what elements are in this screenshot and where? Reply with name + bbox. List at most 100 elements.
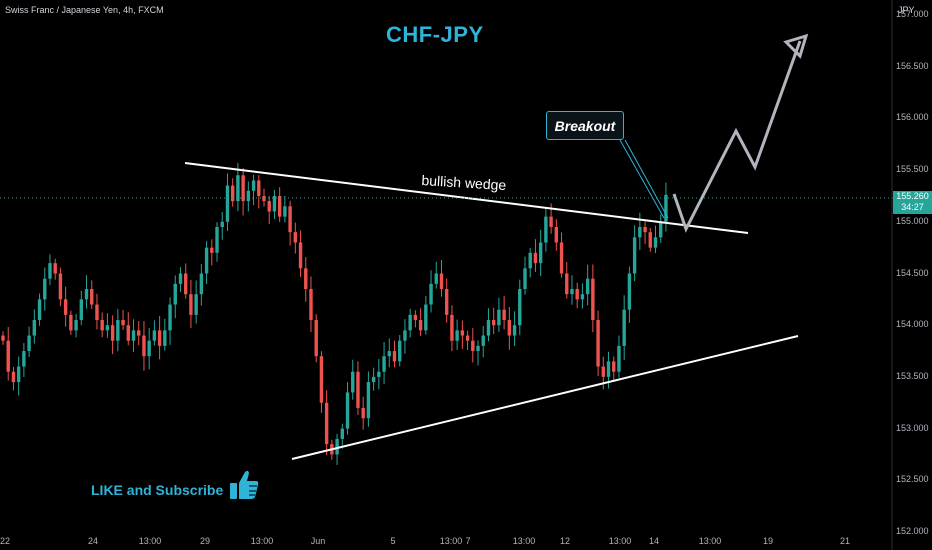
candle-body	[648, 232, 652, 248]
candle-body	[74, 320, 78, 331]
price-tick-label: 152.000	[896, 526, 929, 536]
candle-body	[476, 345, 480, 352]
candle-body	[622, 309, 626, 346]
candle-body	[471, 340, 475, 352]
candle-body	[632, 237, 637, 274]
candle-body	[340, 428, 344, 439]
candle-body	[230, 185, 235, 202]
projection-arrowhead	[783, 33, 809, 59]
candle-body	[518, 289, 522, 326]
candle-body	[246, 190, 251, 202]
candle-body	[225, 185, 230, 222]
candle-body	[173, 283, 177, 305]
breakout-callout[interactable]: Breakout	[546, 111, 624, 140]
candle-body	[638, 226, 642, 238]
candle-body	[491, 320, 496, 326]
time-tick-label: 13:00	[250, 536, 274, 546]
candle-body	[377, 371, 381, 377]
time-tick-label: 22	[0, 536, 11, 546]
candle-body	[366, 382, 371, 419]
time-tick-label: 7	[465, 536, 471, 546]
candle-body	[184, 273, 188, 295]
candle-body	[392, 351, 397, 362]
candle-body	[606, 361, 611, 377]
candle-body	[16, 366, 21, 383]
candle-body	[429, 283, 433, 305]
candle-body	[580, 294, 585, 300]
last-price-badge: 155.260 34:27	[893, 191, 932, 214]
candle-body	[204, 247, 209, 274]
candle-body	[398, 340, 402, 362]
candle-body	[277, 195, 282, 217]
candle-body	[544, 216, 548, 243]
candle-body	[450, 314, 454, 341]
candle-body	[356, 371, 360, 408]
candle-body	[591, 278, 595, 321]
time-tick-label: 13:00	[608, 536, 632, 546]
candle-body	[236, 175, 240, 202]
candle-body	[371, 376, 376, 383]
candle-body	[445, 289, 449, 315]
candle-body	[502, 309, 506, 321]
price-tick-label: 156.500	[896, 60, 929, 71]
candle-body	[465, 335, 470, 341]
candle-body	[142, 335, 146, 357]
candle-body	[79, 299, 83, 321]
candle-body	[324, 402, 329, 445]
candle-body	[257, 180, 261, 196]
candle-body	[137, 330, 141, 336]
candle-body	[664, 194, 668, 222]
candle-body	[570, 289, 574, 295]
breakout-pointer-line-2	[619, 139, 665, 219]
time-tick-label: 21	[839, 536, 851, 546]
candle-body	[424, 304, 428, 331]
price-tick-label: 155.500	[896, 164, 929, 175]
time-tick-label: 13:00	[138, 536, 162, 546]
candle-body	[63, 299, 68, 315]
candle-body	[152, 330, 157, 341]
candle-body	[575, 289, 579, 300]
candle-body	[37, 299, 42, 321]
candle-body	[345, 392, 350, 429]
candle-body	[314, 320, 318, 357]
time-tick-label: 13:00	[698, 536, 722, 546]
price-tick-label: 153.000	[896, 422, 929, 433]
price-tick-label: 156.000	[896, 112, 929, 123]
candle-body	[293, 232, 298, 243]
candle-body	[168, 304, 172, 331]
candle-body	[6, 340, 10, 372]
candle-body	[403, 330, 407, 341]
candle-body	[361, 407, 365, 419]
candlestick-series	[1, 162, 668, 465]
like-subscribe-text: LIKE and Subscribe	[91, 482, 224, 498]
candle-body	[335, 438, 339, 455]
projection-path	[672, 40, 802, 233]
candle-body	[434, 273, 438, 284]
candle-body	[215, 226, 219, 253]
candle-body	[199, 273, 204, 295]
candle-body	[559, 242, 564, 274]
candle-body	[251, 180, 256, 191]
candle-body	[210, 247, 214, 253]
candle-body	[439, 273, 444, 290]
time-tick-label: 12	[559, 536, 571, 546]
candle-body	[126, 325, 130, 341]
breakout-label: Breakout	[554, 117, 616, 134]
candle-body	[22, 351, 26, 367]
price-axis-currency: JPY	[898, 5, 915, 15]
time-tick-label: 29	[199, 536, 211, 546]
candle-body	[262, 195, 266, 202]
candle-body	[131, 330, 136, 341]
candle-body	[601, 366, 605, 377]
symbol-description: Swiss Franc / Japanese Yen, 4h, FXCM	[5, 5, 164, 15]
candle-body	[528, 252, 532, 269]
chart-title: CHF-JPY	[386, 22, 484, 47]
candle-body	[596, 320, 600, 367]
candle-body	[309, 289, 313, 321]
candle-body	[408, 314, 412, 331]
candle-body	[32, 320, 37, 336]
candle-body	[565, 273, 569, 295]
breakout-pointer-line	[624, 139, 669, 219]
candle-body	[272, 195, 277, 212]
